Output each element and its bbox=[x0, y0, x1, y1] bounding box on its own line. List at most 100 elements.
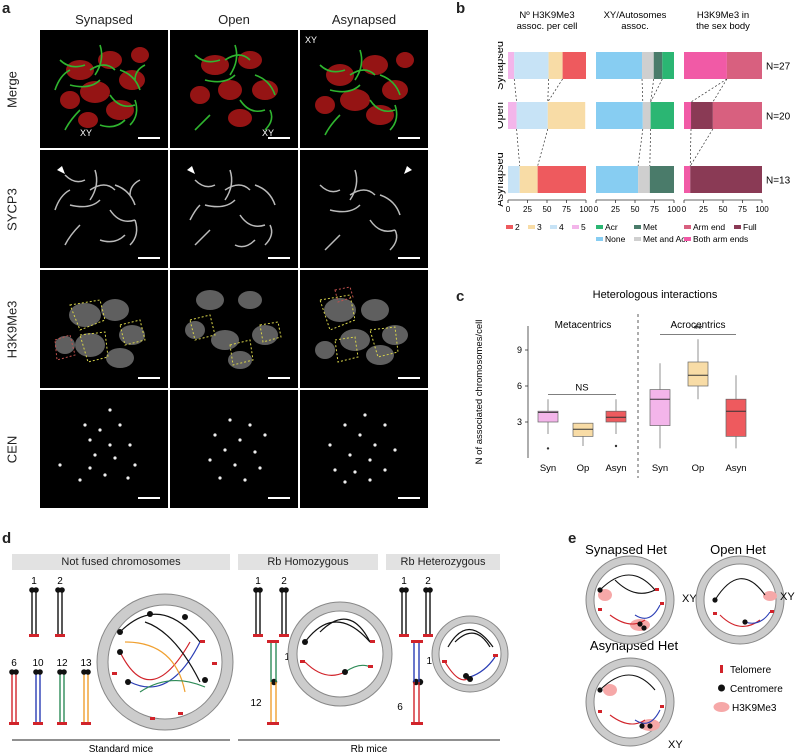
col-title-asynapsed: Asynapsed bbox=[331, 12, 397, 27]
chrom-number: 2 bbox=[281, 576, 287, 587]
bar-segment bbox=[596, 166, 639, 193]
micrograph-sycp3-asynapsed bbox=[300, 150, 428, 268]
x-tick-label: Op bbox=[577, 463, 590, 474]
x-tick-label: 100 bbox=[579, 205, 593, 214]
chart-title-line: XY/Autosomes bbox=[604, 10, 667, 21]
chart-title-line: the sex body bbox=[696, 21, 750, 32]
chrom-number: 12 bbox=[250, 698, 262, 709]
xy-label: XY bbox=[682, 593, 697, 605]
box bbox=[649, 389, 671, 426]
bar-segment bbox=[562, 52, 586, 79]
y-tick-label: 9 bbox=[517, 345, 522, 355]
chrom-number: 1 bbox=[31, 576, 37, 587]
legend-centromere-swatch bbox=[718, 684, 725, 692]
legend-label: 5 bbox=[581, 222, 586, 232]
bar-segment bbox=[547, 102, 586, 129]
xy-label: XY bbox=[305, 35, 318, 45]
scale-bar bbox=[138, 257, 160, 259]
panel-a-label: a bbox=[2, 0, 11, 17]
chart-title-line: Nº H3K9Me3 bbox=[519, 10, 574, 21]
legend-label: Met bbox=[643, 222, 658, 232]
bar-segment bbox=[638, 166, 650, 193]
title-asynapsed-het: Asynapsed Het bbox=[590, 638, 679, 653]
chrom-number: 10 bbox=[426, 656, 438, 667]
legend-swatch bbox=[734, 225, 741, 229]
connector bbox=[513, 78, 517, 103]
box bbox=[537, 410, 559, 423]
panel-c-label: c bbox=[456, 288, 465, 305]
sig-annotation: ** bbox=[694, 323, 703, 335]
connector bbox=[649, 128, 651, 167]
chart-title: Heterologous interactions bbox=[593, 289, 718, 301]
sycp3-asynapsed-image bbox=[319, 166, 412, 251]
x-tick-label: 75 bbox=[738, 205, 747, 214]
chrom-number: 1 bbox=[255, 576, 261, 587]
nucleus-rb-heterozygous bbox=[431, 615, 509, 693]
bar-segment bbox=[642, 52, 654, 79]
connector bbox=[689, 128, 714, 167]
connector bbox=[641, 78, 644, 103]
legend-label: Met and Acr bbox=[643, 234, 689, 244]
n-label: N=20 bbox=[766, 112, 791, 123]
chrom-number: 2 bbox=[57, 576, 63, 587]
micrograph-sycp3-open bbox=[170, 150, 298, 268]
chrom-number: 12 bbox=[56, 658, 68, 669]
x-tick-label: Op bbox=[692, 463, 705, 474]
merge-open-image bbox=[190, 44, 278, 131]
cen-asynapsed-image bbox=[328, 413, 397, 484]
scale-bar bbox=[268, 137, 290, 139]
chart-title-line: H3K9Me3 in bbox=[697, 10, 749, 21]
scale-bar bbox=[268, 497, 290, 499]
x-tick-label: Asyn bbox=[725, 463, 746, 474]
panel-b-label: b bbox=[456, 0, 466, 17]
micrograph-cen-asynapsed bbox=[300, 390, 428, 508]
legend-swatch bbox=[596, 237, 603, 241]
bar-segment bbox=[519, 166, 538, 193]
x-tick-label: 100 bbox=[755, 205, 769, 214]
bar-segment bbox=[596, 52, 643, 79]
bar-segment bbox=[691, 102, 713, 129]
panel-d-label: d bbox=[2, 530, 12, 547]
h3k9me3-synapsed-image bbox=[54, 299, 146, 368]
group-label-acrocentrics: Acrocentrics bbox=[670, 320, 725, 331]
box bbox=[687, 361, 709, 387]
x-tick-label: 0 bbox=[682, 205, 687, 214]
x-tick-label: 75 bbox=[650, 205, 659, 214]
x-tick-label: 25 bbox=[699, 205, 708, 214]
x-tick-label: 50 bbox=[543, 205, 552, 214]
x-tick-label: 50 bbox=[719, 205, 728, 214]
scale-bar bbox=[138, 497, 160, 499]
scale-bar bbox=[398, 377, 420, 379]
row-label-sycp3: SYCP3 bbox=[4, 188, 20, 231]
connector bbox=[650, 78, 663, 103]
connector bbox=[637, 128, 644, 167]
bar-segment bbox=[548, 52, 563, 79]
chart-title-line: assoc. per cell bbox=[517, 21, 578, 32]
chromosomes-rb-heterozygous bbox=[399, 587, 433, 725]
scale-bar bbox=[398, 137, 420, 139]
bar-segment bbox=[690, 166, 762, 193]
scale-bar bbox=[268, 377, 290, 379]
h3k9me3-open-image bbox=[185, 290, 282, 369]
y-axis-label: N of associated chromosomes/cell bbox=[474, 320, 485, 465]
title-synapsed-het: Synapsed Het bbox=[585, 542, 667, 557]
bar-segment bbox=[596, 102, 643, 129]
connector bbox=[547, 78, 563, 103]
bar-segment bbox=[684, 166, 691, 193]
footer-standard-mice: Standard mice bbox=[89, 744, 154, 752]
row-label-open: Open bbox=[498, 102, 506, 129]
chrom-number: 2 bbox=[425, 576, 431, 587]
x-tick-label: Asyn bbox=[605, 463, 626, 474]
bar-segment bbox=[516, 102, 548, 129]
scale-bar bbox=[138, 377, 160, 379]
row-label-synapsed: Synapsed bbox=[498, 41, 506, 90]
row-label-h3k9me3: H3K9Me3 bbox=[4, 300, 20, 359]
outlier bbox=[614, 444, 618, 448]
legend-swatch bbox=[634, 237, 641, 241]
chrom-number: 13 bbox=[80, 658, 92, 669]
box bbox=[725, 398, 747, 437]
panel-d-diagram: 1 2 6 10 12 13 1 2 13 12 bbox=[9, 576, 509, 752]
merge-synapsed-image bbox=[54, 44, 149, 131]
box bbox=[572, 422, 594, 437]
xy-label: XY bbox=[780, 591, 795, 603]
